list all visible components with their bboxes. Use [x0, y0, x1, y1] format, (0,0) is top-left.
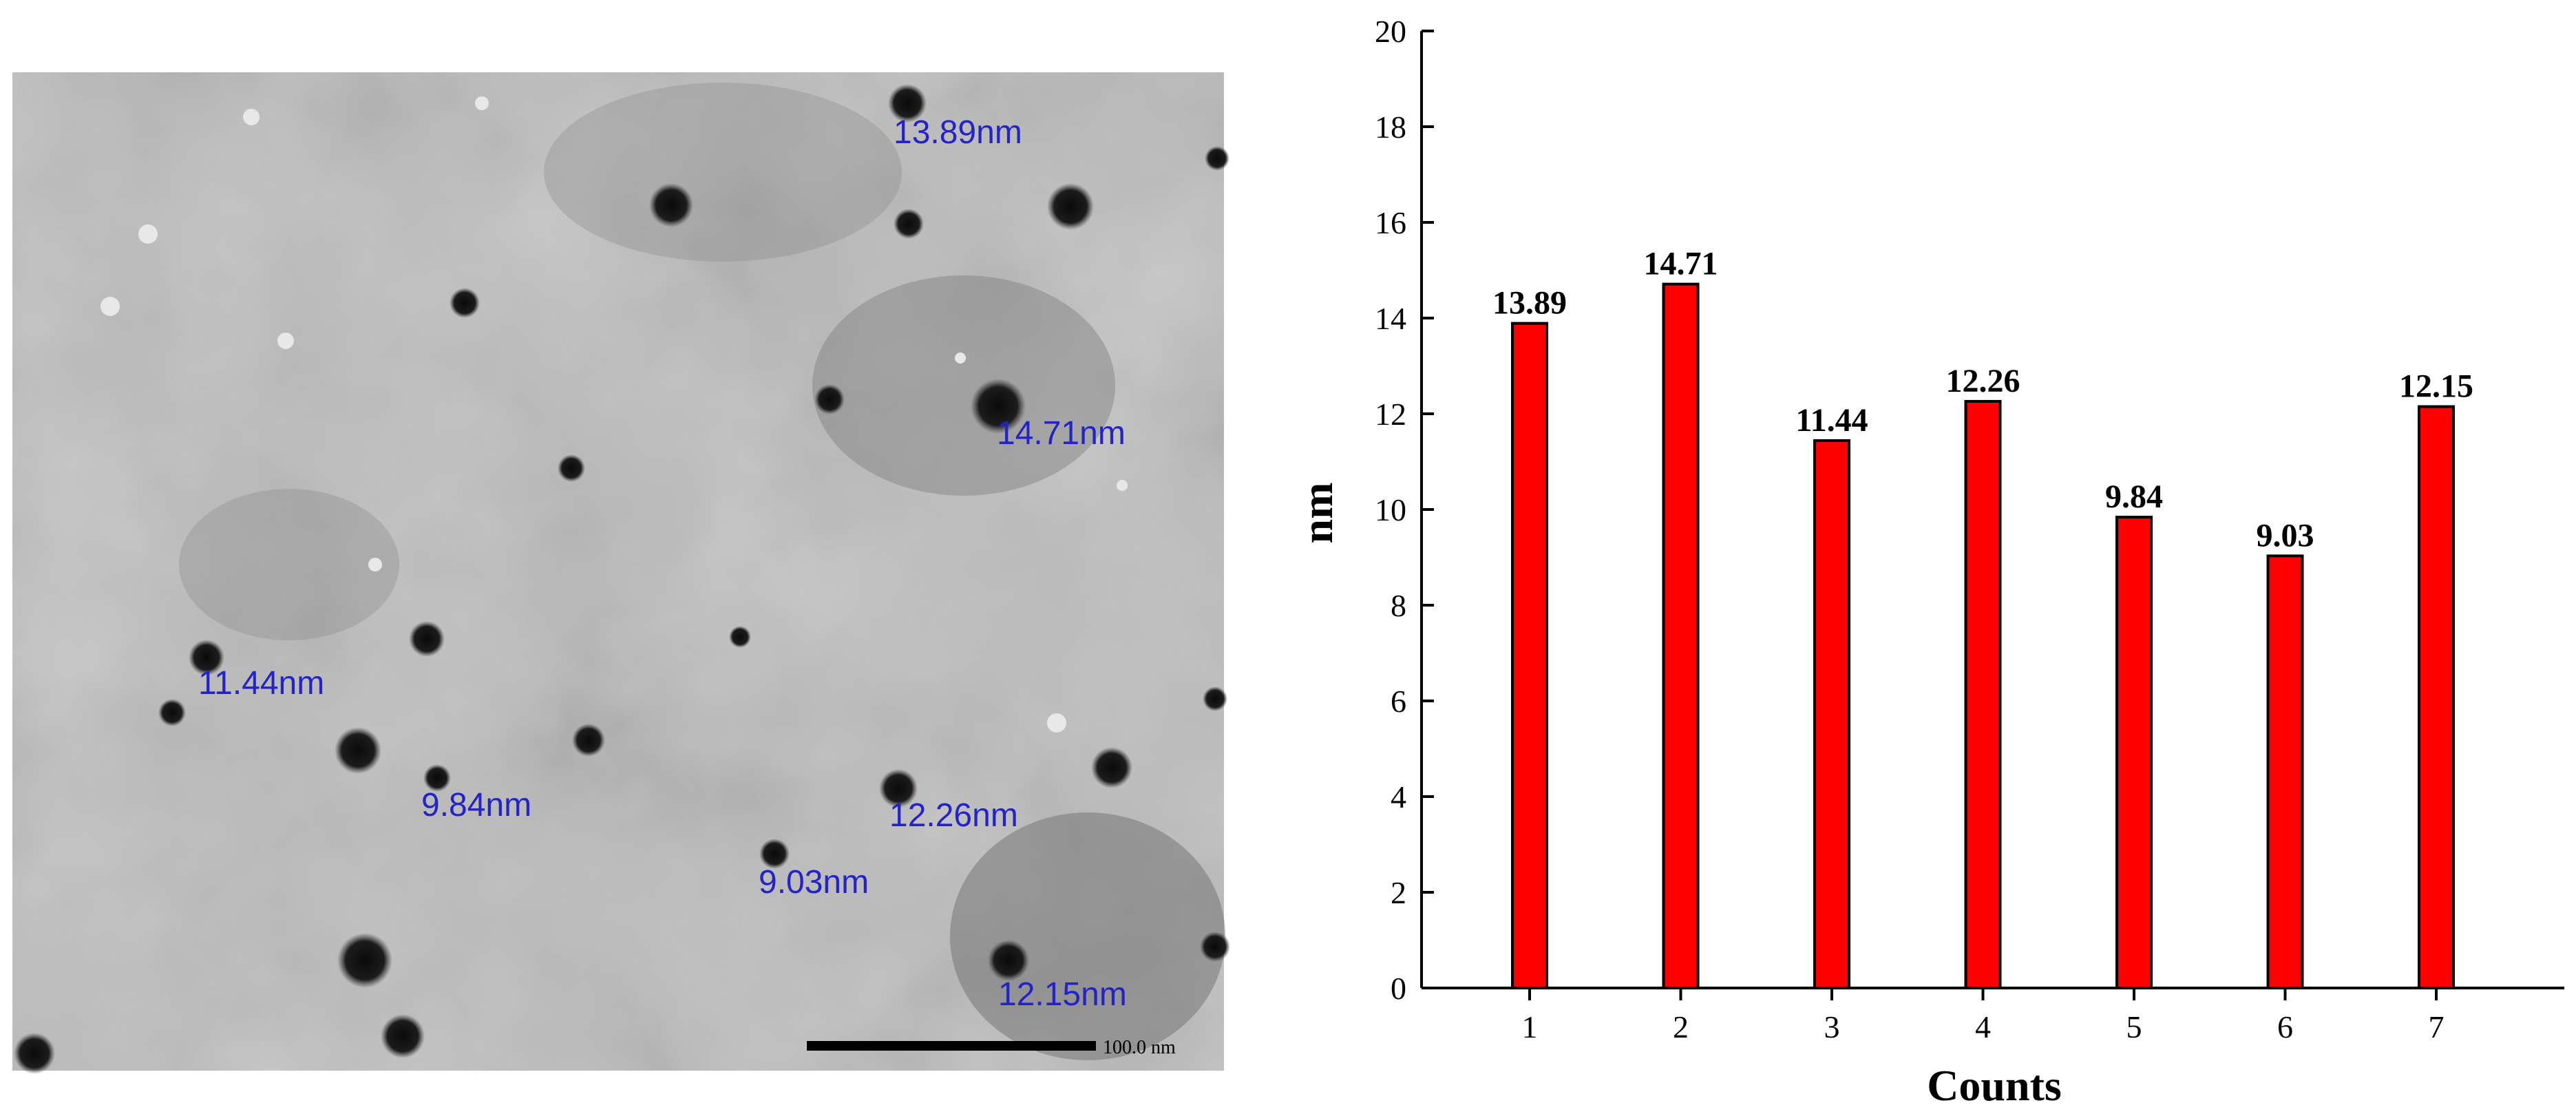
y-tick-label: 20 — [1375, 14, 1406, 49]
nanoparticle — [1203, 686, 1227, 711]
y-tick-label: 2 — [1391, 875, 1406, 910]
nanoparticle — [409, 621, 445, 657]
dark-region — [544, 83, 902, 262]
bar-data-label: 13.89 — [1492, 285, 1567, 322]
nanoparticle — [335, 727, 381, 774]
bar-series: 13.89 14.71 11.44 12.26 9.84 9.03 12.15 — [1492, 246, 2473, 989]
nanoparticle — [423, 764, 451, 792]
nanoparticle — [649, 183, 693, 227]
nanoparticle — [759, 839, 790, 869]
bar — [2418, 405, 2455, 989]
bright-specks — [101, 96, 1128, 733]
nanoparticle — [971, 379, 1026, 434]
nanoparticle — [337, 933, 392, 988]
y-axis-title: nm — [1293, 483, 1342, 544]
bar-data-label: 12.26 — [1946, 363, 2020, 399]
bar-data-label: 14.71 — [1644, 246, 1718, 282]
y-tick-label: 6 — [1391, 684, 1406, 719]
nanoparticles — [14, 84, 1230, 1074]
scale-bar — [807, 1041, 1096, 1051]
x-tick-label: 4 — [1975, 1009, 1991, 1044]
bar — [2266, 554, 2304, 989]
particle-label: 11.44nm — [198, 665, 324, 702]
x-tick-label: 7 — [2429, 1009, 2445, 1044]
nanoparticle — [879, 769, 918, 808]
nanoparticle — [988, 940, 1029, 981]
particle-label: 9.03nm — [759, 864, 869, 901]
y-axis: 0 2 4 6 8 10 12 14 16 18 20 — [1375, 14, 1434, 1006]
y-tick-label: 8 — [1391, 588, 1406, 623]
dark-region — [179, 489, 399, 640]
x-tick-label: 2 — [1673, 1009, 1689, 1044]
particle-label: 12.15nm — [998, 976, 1127, 1013]
nanoparticle — [888, 84, 927, 123]
x-axis: 1 2 3 4 5 6 7 — [1422, 987, 2564, 1044]
y-tick-label: 16 — [1375, 205, 1406, 240]
nanoparticle — [814, 384, 845, 414]
nanoparticle — [158, 699, 186, 726]
nanoparticle — [189, 640, 224, 675]
nanoparticle — [14, 1033, 55, 1074]
nanoparticle — [1091, 747, 1132, 788]
y-tick-label: 12 — [1375, 397, 1406, 432]
x-axis-title: Counts — [1927, 1061, 2062, 1110]
bar — [1813, 439, 1850, 989]
bar — [1662, 282, 1700, 989]
nanoparticle — [1047, 183, 1094, 230]
x-tick-label: 5 — [2126, 1009, 2142, 1044]
bar-data-label: 12.15 — [2399, 368, 2473, 405]
nanoparticle — [558, 454, 585, 482]
y-tick-label: 0 — [1391, 971, 1406, 1006]
nanoparticle — [894, 209, 924, 239]
nanoparticle — [729, 626, 751, 648]
y-tick-label: 14 — [1375, 301, 1406, 336]
bar-data-label: 11.44 — [1795, 402, 1868, 439]
tem-micrograph: 13.89nm 14.71nm 11.44nm 9.84nm 12.26nm 9… — [12, 72, 1230, 1074]
dark-region — [812, 275, 1115, 496]
nanoparticle — [381, 1014, 425, 1058]
particle-label: 13.89nm — [894, 114, 1022, 151]
particle-label: 14.71nm — [997, 415, 1126, 452]
bar — [1511, 322, 1548, 989]
y-tick-label: 18 — [1375, 109, 1406, 145]
bar — [2115, 516, 2153, 989]
nanoparticle — [1200, 932, 1230, 962]
x-tick-label: 1 — [1522, 1009, 1538, 1044]
nanoparticle — [450, 288, 480, 318]
particle-label: 12.26nm — [889, 797, 1018, 834]
bar-data-label: 9.03 — [2257, 517, 2314, 554]
nanoparticle — [572, 724, 605, 757]
bar-data-label: 9.84 — [2105, 479, 2163, 515]
scale-bar-label: 100.0 nm — [1103, 1037, 1176, 1058]
nanoparticle — [1205, 146, 1229, 171]
particle-label: 9.84nm — [421, 787, 531, 823]
dark-region — [950, 812, 1225, 1060]
bar — [1964, 399, 2002, 989]
y-tick-label: 4 — [1391, 779, 1406, 815]
x-tick-label: 3 — [1824, 1009, 1840, 1044]
y-tick-label: 10 — [1375, 492, 1406, 527]
x-tick-label: 6 — [2277, 1009, 2293, 1044]
